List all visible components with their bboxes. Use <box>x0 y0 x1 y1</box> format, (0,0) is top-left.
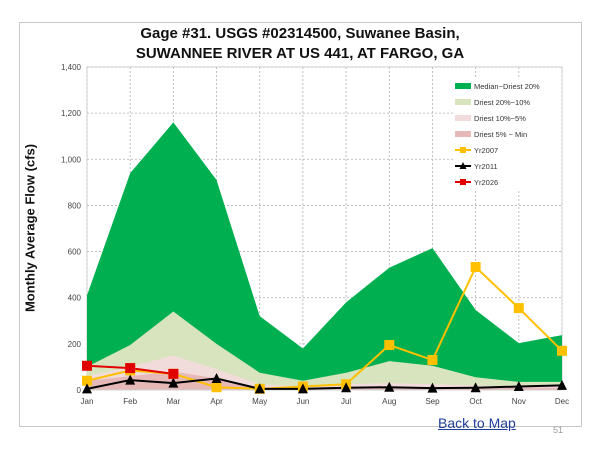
yr2011-triangle-marker-icon <box>341 382 352 393</box>
yr2011-triangle-marker-icon <box>557 379 567 390</box>
year-series <box>82 262 567 394</box>
band-area <box>87 122 562 390</box>
y-axis-label: Monthly Average Flow (cfs) <box>22 143 38 313</box>
yr2011-triangle-marker-icon <box>470 382 481 393</box>
legend-swatch <box>455 131 471 137</box>
y-tick-label: 800 <box>68 201 82 210</box>
yr2007-square-marker-icon <box>557 345 567 356</box>
yr2011-triangle-marker-icon <box>211 372 222 383</box>
legend-label: Yr2011 <box>474 162 498 171</box>
yr2011-triangle-marker-icon <box>459 162 467 169</box>
x-tick-label: Aug <box>382 397 396 406</box>
x-tick-label: Nov <box>512 397 526 406</box>
legend: Median~Driest 20% Driest 20%~10% Driest 10… <box>453 78 561 190</box>
y-tick-label: 1,400 <box>61 63 82 72</box>
legend-swatch <box>455 83 471 89</box>
legend-label: Yr2007 <box>474 146 498 155</box>
x-tick-label: Jun <box>296 397 309 406</box>
yr2011-triangle-marker-icon <box>254 383 265 394</box>
yr2007-square-marker-icon <box>470 262 481 273</box>
yr2026-square-marker-icon <box>168 368 179 379</box>
y-tick-label: 1,000 <box>61 155 82 164</box>
percentile-bands <box>87 122 562 390</box>
x-tick-label: Feb <box>123 397 137 406</box>
yr2007-square-marker-icon <box>384 340 395 351</box>
chart-title-line1: Gage #31. USGS #02314500, Suwanee Basin, <box>140 25 460 42</box>
yr2007-square-marker-icon <box>82 375 92 386</box>
legend-label: Driest 10%~5% <box>474 114 526 123</box>
y-tick-label: 600 <box>68 248 82 257</box>
x-tick-label: May <box>252 397 267 406</box>
yr2011-triangle-marker-icon <box>82 383 92 394</box>
x-tick-label: Dec <box>555 397 569 406</box>
yr2011-triangle-marker-icon <box>125 374 136 385</box>
x-tick-label: Mar <box>166 397 180 406</box>
back-to-map-link[interactable]: Back to Map <box>438 415 516 431</box>
x-tick-label: Jul <box>341 397 351 406</box>
legend-swatch <box>455 115 471 121</box>
y-tick-label: 200 <box>68 340 82 349</box>
legend-swatch <box>455 99 471 105</box>
legend-label: Driest 5% ~ Min <box>474 130 527 139</box>
y-tick-label: 400 <box>68 294 82 303</box>
legend-label: Driest 20%~10% <box>474 98 530 107</box>
x-tick-label: Sep <box>425 397 440 406</box>
y-tick-label: 0 <box>77 386 82 395</box>
yr2011-triangle-marker-icon <box>384 381 395 392</box>
x-tick-label: Apr <box>210 397 223 406</box>
y-tick-label: 1,200 <box>61 109 82 118</box>
legend-label: Median~Driest 20% <box>474 82 540 91</box>
yr2026-square-marker-icon <box>82 360 92 371</box>
yr2007-square-marker-icon <box>513 303 524 314</box>
chart-title: Gage #31. USGS #02314500, Suwanee Basin,… <box>0 24 600 64</box>
yr2011-triangle-marker-icon <box>513 381 524 392</box>
yr2011-triangle-marker-icon <box>168 377 179 388</box>
page-number: 51 <box>553 425 564 435</box>
yr2011-triangle-marker-icon <box>427 382 438 393</box>
legend-label: Yr2026 <box>474 178 498 187</box>
yr2007-square-marker-icon <box>211 382 222 393</box>
yr2007-square-marker-icon <box>427 355 438 366</box>
yr2026-square-marker-icon <box>460 179 466 185</box>
x-tick-label: Jan <box>81 397 94 406</box>
yr2007-square-marker-icon <box>460 147 466 153</box>
yr2026-square-marker-icon <box>125 363 136 374</box>
axes: 0 200 400 600 800 1,000 1,200 1,400 Jan Feb Mar Apr… <box>61 63 569 406</box>
chart-title-line2: SUWANNEE RIVER AT US 441, AT FARGO, GA <box>135 45 465 62</box>
yr2011-line <box>86 377 563 390</box>
yr2011-triangle-marker-icon <box>297 383 308 394</box>
x-tick-label: Oct <box>469 397 482 406</box>
band-area <box>87 371 562 390</box>
